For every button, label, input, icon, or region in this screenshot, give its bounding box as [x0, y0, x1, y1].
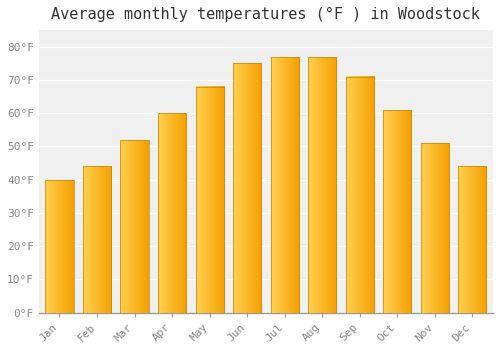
Bar	[83, 166, 111, 313]
Bar	[120, 140, 148, 313]
Bar	[383, 110, 412, 313]
Bar	[270, 57, 299, 313]
Bar	[196, 86, 224, 313]
Bar	[158, 113, 186, 313]
Bar	[46, 180, 74, 313]
Bar	[233, 63, 261, 313]
Bar	[421, 143, 449, 313]
Bar	[308, 57, 336, 313]
Bar	[346, 77, 374, 313]
Title: Average monthly temperatures (°F ) in Woodstock: Average monthly temperatures (°F ) in Wo…	[52, 7, 480, 22]
Bar	[458, 166, 486, 313]
